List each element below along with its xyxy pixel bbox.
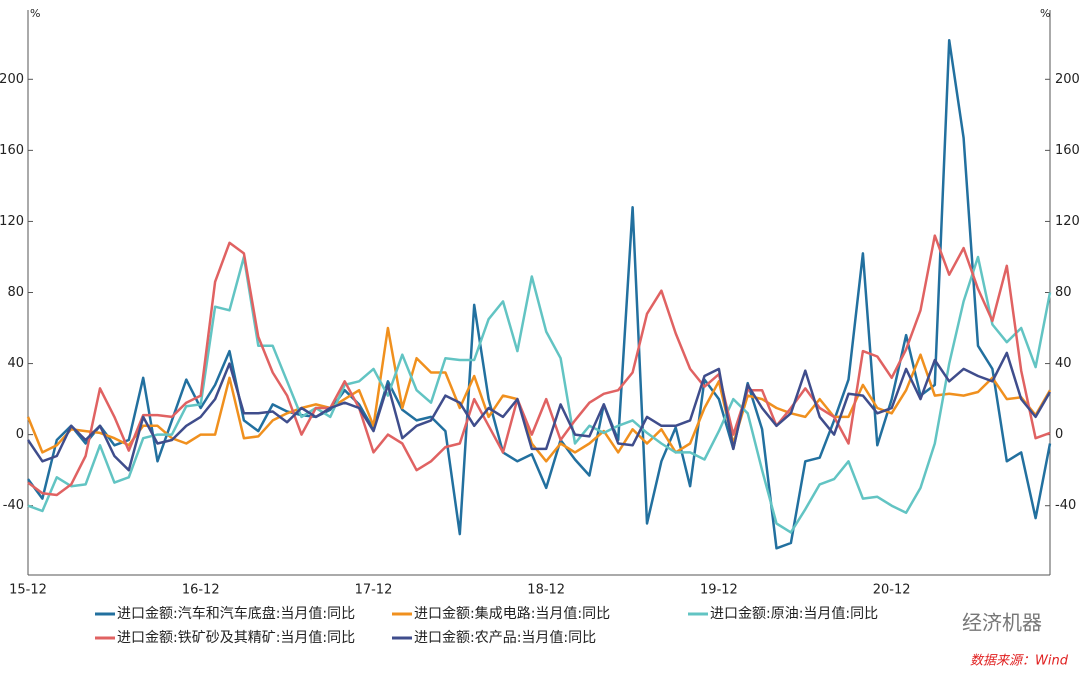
x-tick-label: 18-12 [527, 583, 565, 598]
x-tick-label: 17-12 [355, 583, 393, 598]
series-line [26, 351, 1052, 472]
y-unit: % [30, 7, 40, 20]
y-tick-label: 40 [7, 356, 24, 371]
y-tick-label: 160 [0, 143, 24, 158]
x-tick-label: 19-12 [700, 583, 738, 598]
legend-label: 进口金额:原油:当月值:同比 [710, 606, 878, 622]
y-tick-label: -40 [3, 498, 24, 513]
legend-label: 进口金额:农产品:当月值:同比 [414, 630, 596, 646]
y-tick-label: 120 [0, 214, 24, 229]
y2-tick-label: 80 [1055, 285, 1072, 300]
y2-unit: % [1040, 7, 1050, 20]
watermark: 经济机器 [962, 611, 1042, 635]
y-tick-label: 80 [7, 285, 24, 300]
y-tick-label: 200 [0, 72, 24, 87]
x-tick-label: 15-12 [9, 583, 47, 598]
source: 数据来源：Wind [970, 654, 1069, 669]
y2-tick-label: 200 [1055, 72, 1080, 87]
legend-label: 进口金额:铁矿砂及其精矿:当月值:同比 [117, 630, 355, 646]
y-tick-label: 0 [16, 427, 24, 442]
series-line [26, 38, 1052, 550]
x-tick-label: 16-12 [182, 583, 220, 598]
y2-tick-label: 40 [1055, 356, 1072, 371]
y2-tick-label: 160 [1055, 143, 1080, 158]
legend-label: 进口金额:集成电路:当月值:同比 [414, 605, 610, 622]
x-tick-label: 20-12 [873, 583, 911, 598]
legend-label: 进口金额:汽车和汽车底盘:当月值:同比 [117, 605, 355, 622]
series-line [27, 255, 1052, 534]
y2-tick-label: -40 [1055, 498, 1076, 513]
series-line [26, 326, 1052, 463]
series-line [27, 234, 1051, 497]
y2-tick-label: 120 [1055, 214, 1080, 229]
y2-tick-label: 0 [1055, 427, 1063, 442]
